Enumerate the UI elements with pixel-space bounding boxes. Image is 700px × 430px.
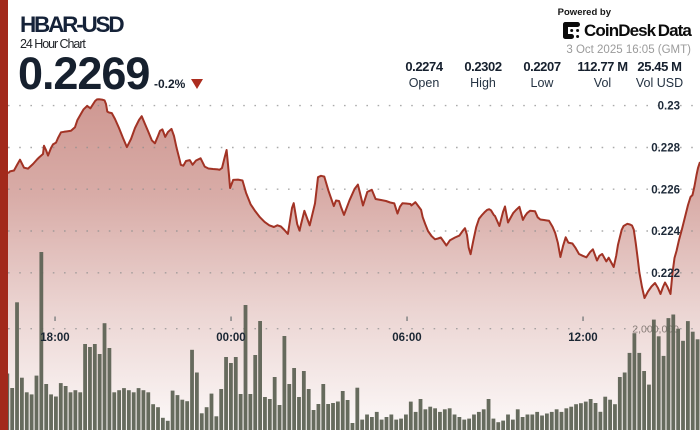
svg-text:00:00: 00:00 (216, 332, 245, 344)
svg-text:0.224: 0.224 (651, 226, 680, 238)
svg-text:12:00: 12:00 (568, 332, 597, 344)
svg-text:0.228: 0.228 (651, 143, 680, 155)
svg-text:0.23: 0.23 (658, 101, 680, 113)
svg-text:0.226: 0.226 (651, 184, 680, 196)
svg-text:06:00: 06:00 (392, 332, 421, 344)
svg-text:18:00: 18:00 (40, 332, 69, 344)
svg-text:0.222: 0.222 (651, 268, 680, 280)
